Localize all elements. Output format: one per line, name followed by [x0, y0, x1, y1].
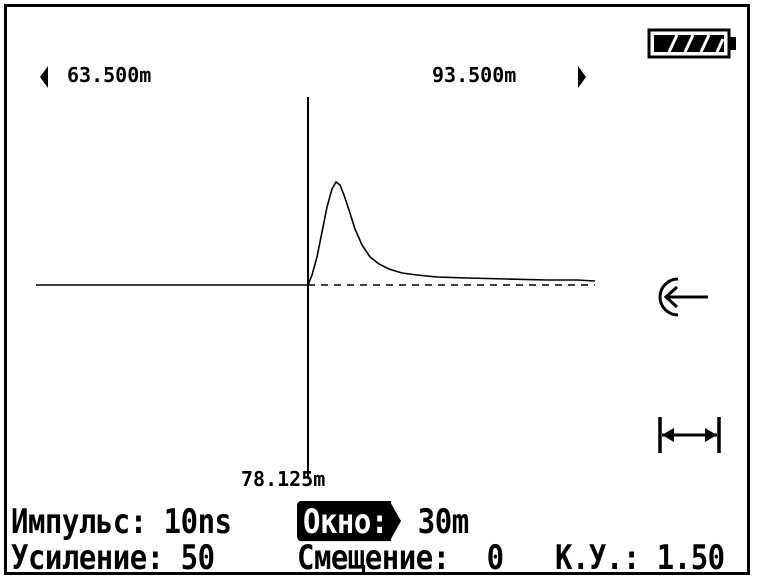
window-value: 30m [417, 501, 469, 542]
gain-param[interactable]: Усиление: 50 [11, 537, 215, 575]
window-param[interactable]: Окно: 30m [297, 501, 469, 542]
range-start-label: 63.500m [67, 63, 152, 87]
pulse-param[interactable]: Импульс: 10ns [11, 501, 232, 541]
offset-value: 0 [486, 537, 504, 575]
pulse-value: 10ns [163, 501, 232, 542]
range-end-label: 93.500m [432, 63, 517, 87]
ku-param[interactable]: К.У.: 1.50 [555, 537, 725, 575]
battery-icon [647, 28, 736, 59]
horizontal-span-icon[interactable] [657, 413, 723, 457]
offset-label: Смещение: [297, 537, 450, 575]
scroll-left-arrow-icon[interactable] [40, 66, 48, 88]
gain-label: Усиление: [11, 537, 164, 575]
cursor-return-icon[interactable] [652, 275, 714, 319]
device-screen: 63.500m 93.500m 78.125m Импул [4, 4, 750, 575]
reflectogram-plot[interactable] [7, 7, 747, 497]
reflection-trace [307, 180, 596, 286]
scroll-right-arrow-icon[interactable] [578, 66, 586, 88]
ku-value: 1.50 [656, 537, 725, 575]
offset-param[interactable]: Смещение: 0 [297, 537, 504, 575]
gain-value: 50 [180, 537, 215, 575]
window-label[interactable]: Окно: [297, 501, 401, 542]
pulse-label: Импульс: [11, 501, 147, 542]
ku-label: К.У.: [555, 537, 640, 575]
cursor-distance-label: 78.125m [241, 467, 326, 491]
